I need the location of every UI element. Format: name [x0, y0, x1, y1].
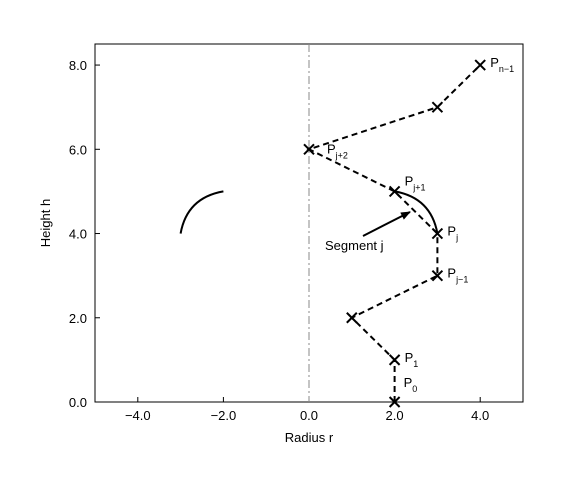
point-label-sub: j — [455, 233, 458, 243]
x-tick-label: 4.0 — [471, 408, 489, 423]
y-tick-label: 2.0 — [69, 311, 87, 326]
x-tick-label: 2.0 — [386, 408, 404, 423]
point-label: Pj — [447, 224, 458, 243]
point-marker — [388, 354, 401, 366]
point-label-text: P — [405, 350, 414, 365]
x-tick-label: 0.0 — [300, 408, 318, 423]
x-tick-label: −4.0 — [125, 408, 151, 423]
point-label-sub: j+2 — [335, 150, 348, 160]
y-tick-label: 0.0 — [69, 395, 87, 410]
point-marker — [303, 143, 315, 156]
point-marker — [388, 396, 401, 408]
x-axis-label: Radius r — [285, 430, 334, 445]
annotation: Segment j — [325, 238, 384, 253]
segment-curve — [179, 190, 224, 234]
y-axis-label: Height h — [38, 199, 53, 247]
point-label-sub: j+1 — [412, 182, 425, 192]
point-label-text: P — [490, 55, 499, 70]
point-label-text: P — [405, 173, 414, 188]
point-marker — [431, 269, 444, 282]
point-label-text: P — [447, 266, 456, 281]
point-label-text: P — [327, 141, 336, 156]
point-label-text: P — [404, 375, 413, 390]
point-label: Pj+2 — [327, 141, 348, 160]
point-label-sub: 1 — [413, 359, 418, 369]
point-label: Pn−1 — [490, 55, 514, 74]
point-label-sub: 0 — [412, 384, 417, 394]
point-label: Pj−1 — [447, 266, 468, 285]
y-tick-label: 6.0 — [69, 142, 87, 157]
point-marker — [346, 312, 358, 324]
point-marker — [474, 59, 486, 71]
point-label-sub: j−1 — [455, 275, 468, 285]
annotation-arrow — [362, 211, 411, 237]
point-label: P1 — [405, 350, 419, 369]
point-label-sub: n−1 — [499, 64, 514, 74]
point-label-text: P — [447, 224, 456, 239]
point-marker — [431, 101, 444, 113]
segment-curve — [394, 190, 439, 234]
y-tick-label: 8.0 — [69, 58, 87, 73]
series-line — [306, 64, 481, 402]
point-label: P0 — [404, 375, 418, 394]
y-tick-label: 4.0 — [69, 227, 87, 242]
point-label: Pj+1 — [405, 173, 426, 192]
x-tick-label: −2.0 — [211, 408, 237, 423]
